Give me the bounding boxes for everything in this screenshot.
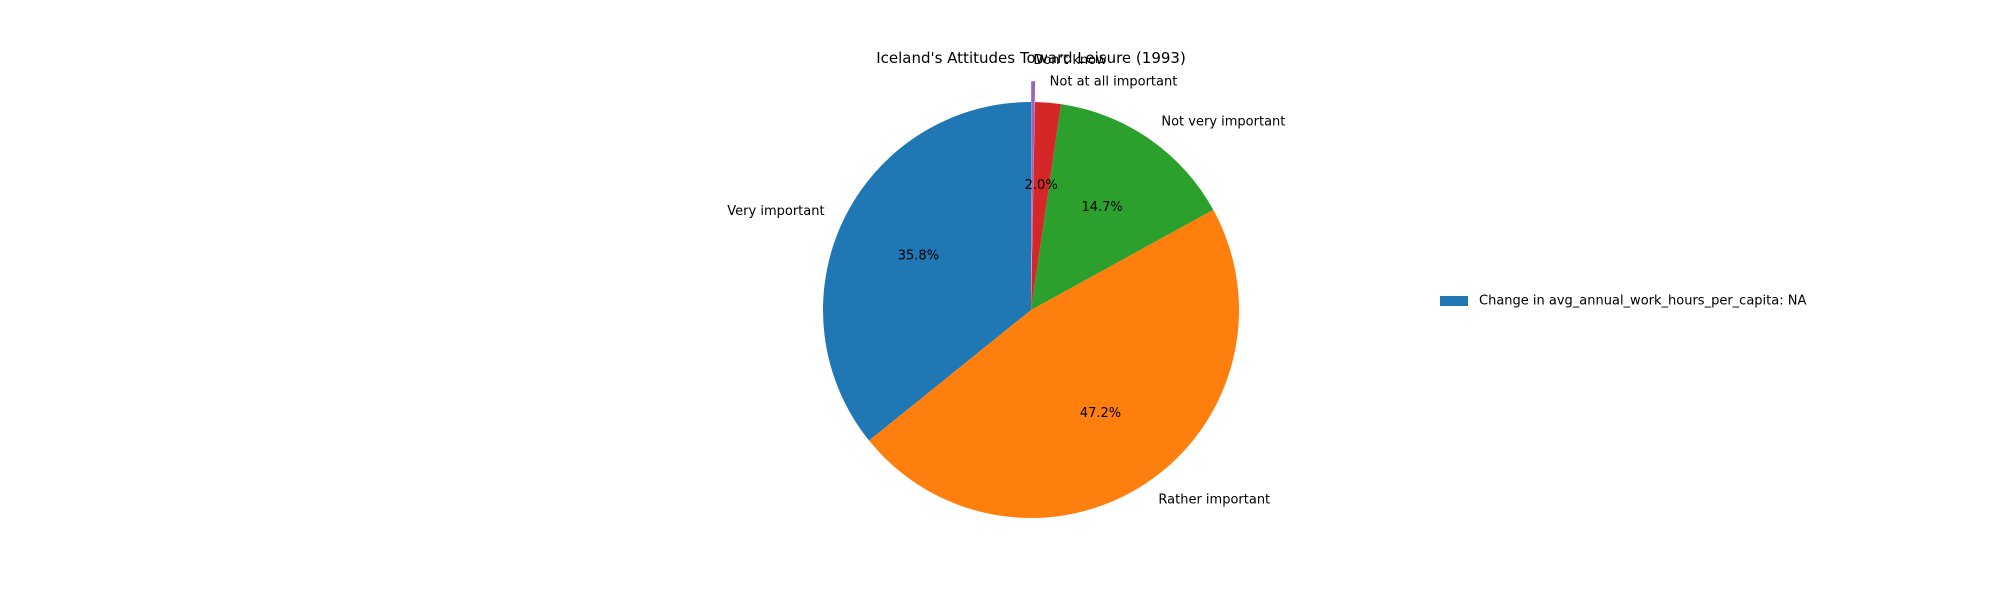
slice-label-very-important: Very important [727,204,824,219]
slice-percent-rather-important: 47.2% [1080,406,1121,421]
pie-slice-rather-important [869,209,1239,518]
slice-percent-not-at-all-important: 2.0% [1025,178,1058,193]
slice-percent-very-important: 35.8% [898,249,939,264]
slice-label-don-t-know: Don't know [1033,53,1107,68]
legend-swatch [1440,296,1468,306]
slice-label-not-at-all-important: Not at all important [1050,74,1178,89]
pie-slice-very-important [822,102,1031,441]
slice-percent-not-very-important: 14.7% [1081,200,1122,215]
pie-slice-don-t-know [1031,81,1036,290]
pie-labels: Very important 35.8% Rather important 47.2%… [727,53,1285,508]
chart-title: Iceland's Attitudes Toward Leisure (1993… [876,49,1186,67]
pie-slices [822,81,1239,518]
pie-slice-not-at-all-important [1031,102,1061,310]
slice-label-rather-important: Rather important [1158,493,1270,508]
legend-label: Change in avg_annual_work_hours_per_capi… [1479,294,1806,309]
slice-label-not-very-important: Not very important [1161,114,1285,129]
pie-slice-not-very-important [1031,104,1214,310]
legend: Change in avg_annual_work_hours_per_capi… [1440,294,1806,309]
